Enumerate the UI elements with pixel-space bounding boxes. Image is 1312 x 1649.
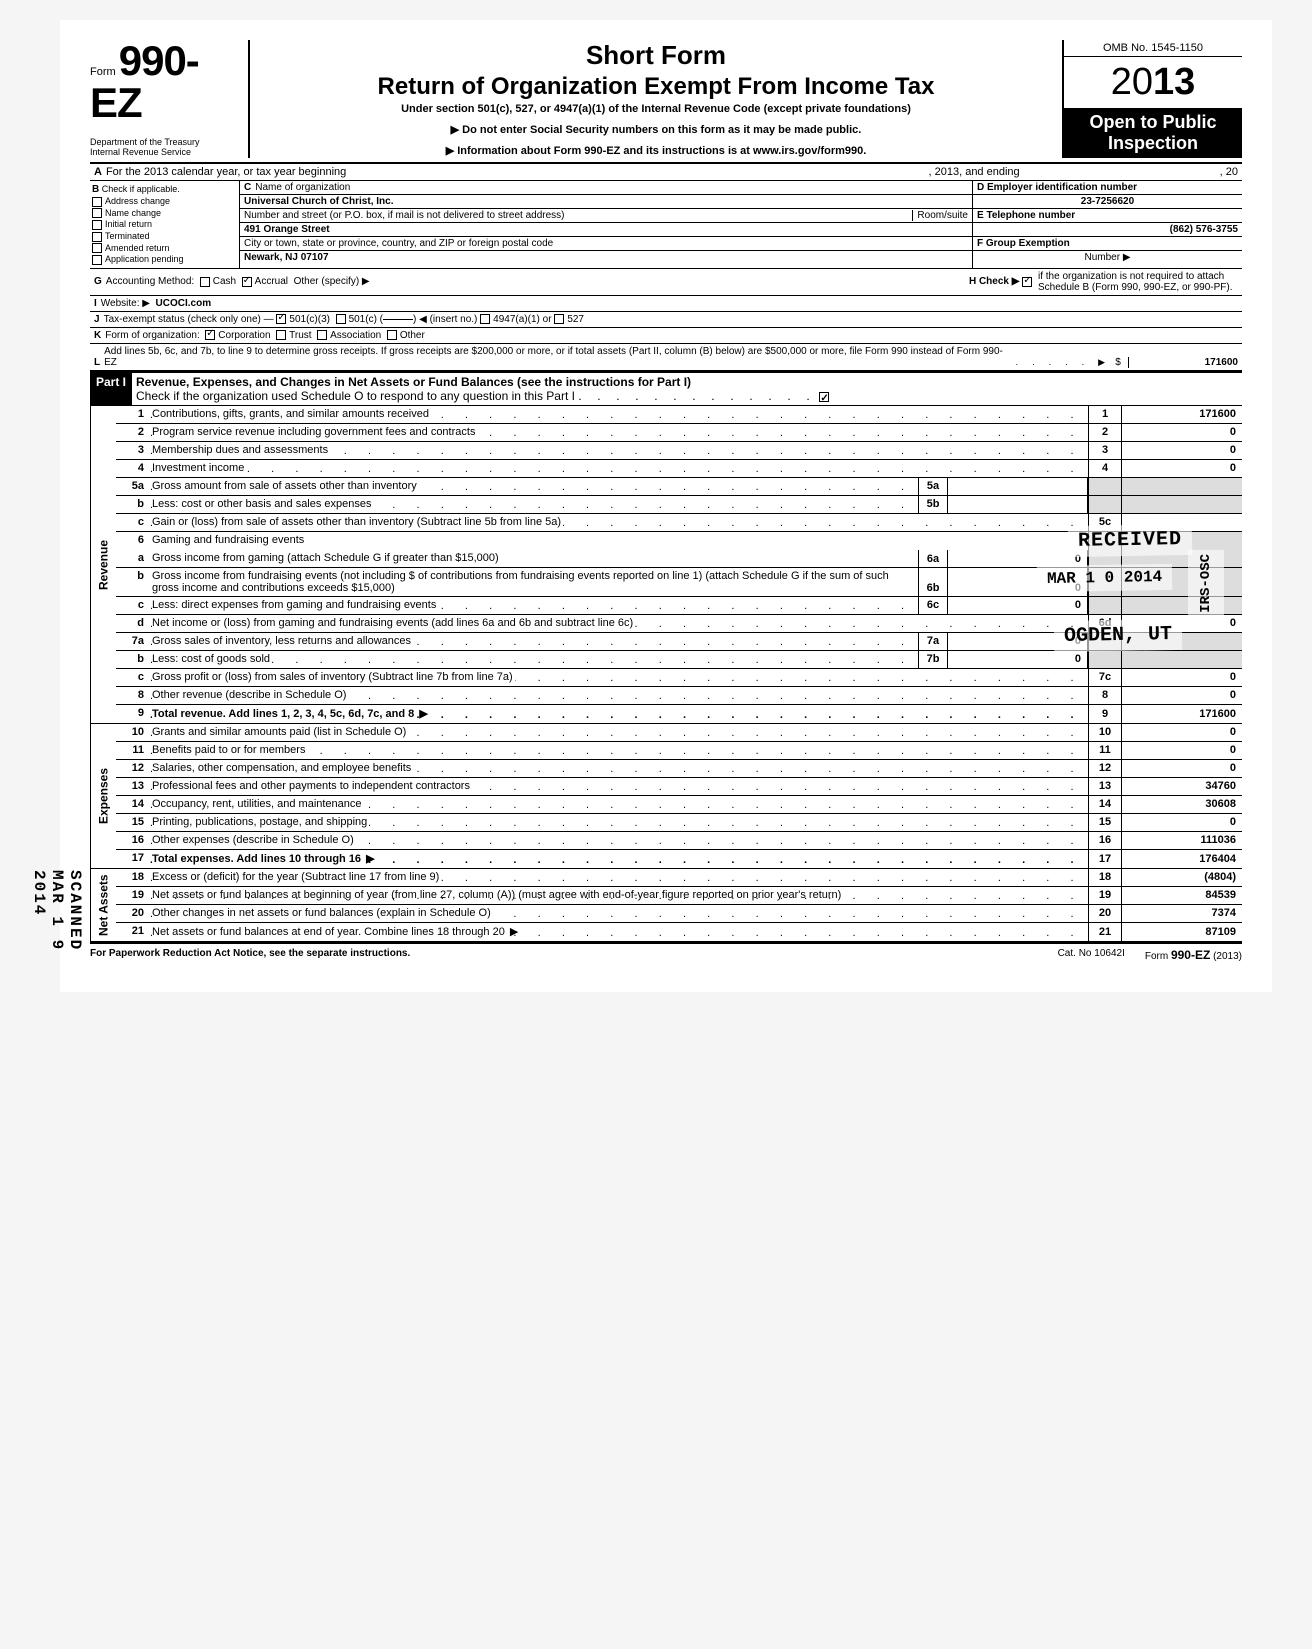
row-g-h: G Accounting Method: Cash Accrual Other … [90,269,1242,296]
ein-label: D Employer identification number [977,182,1137,193]
stamp-scanned: SCANNED MAR 1 9 2014 [30,870,84,992]
line-21: 21 Net assets or fund balances at end of… [116,923,1242,941]
title-short-form: Short Form [260,40,1052,71]
line-6c: c Less: direct expenses from gaming and … [116,597,1242,615]
chk-4947[interactable] [480,314,490,324]
open-public: Open to Public Inspection [1064,108,1242,158]
line-2: 2 Program service revenue including gove… [116,424,1242,442]
line-17: 17 Total expenses. Add lines 10 through … [116,850,1242,868]
netassets-section: Net Assets 18 Excess or (deficit) for th… [90,869,1242,943]
chk-corp[interactable] [205,330,215,340]
line-3: 3 Membership dues and assessments. . . .… [116,442,1242,460]
omb-number: OMB No. 1545-1150 [1064,40,1242,57]
chk-501c3[interactable] [276,314,286,324]
part1-header: Part I Revenue, Expenses, and Changes in… [90,371,1242,406]
chk-accrual[interactable] [242,277,252,287]
org-name: Universal Church of Christ, Inc. [240,195,972,209]
chk-cash[interactable] [200,277,210,287]
phone-value: (862) 576-3755 [973,223,1242,237]
row-l: L Add lines 5b, 6c, and 7b, to line 9 to… [90,344,1242,371]
line-5b: b Less: cost or other basis and sales ex… [116,496,1242,514]
chk-pending[interactable]: Application pending [92,254,237,265]
chk-527[interactable] [554,314,564,324]
netassets-label: Net Assets [90,869,116,941]
line-13: 13 Professional fees and other payments … [116,778,1242,796]
chk-address[interactable]: Address change [92,196,237,207]
line-14: 14 Occupancy, rent, utilities, and maint… [116,796,1242,814]
row-a: A For the 2013 calendar year, or tax yea… [90,164,1242,181]
line-8: 8 Other revenue (describe in Schedule O)… [116,687,1242,705]
chk-trust[interactable] [276,330,286,340]
note-ssn: ▶ Do not enter Social Security numbers o… [260,123,1052,136]
col-b-checks: B Check if applicable. Address change Na… [90,181,240,268]
row-j: J Tax-exempt status (check only one) — 5… [90,312,1242,328]
chk-name[interactable]: Name change [92,208,237,219]
form-page: RECEIVED MAR 1 0 2014 OGDEN, UT IRS-OSC … [60,20,1272,992]
form-number: 990-EZ [90,37,199,126]
line-7c: c Gross profit or (loss) from sales of i… [116,669,1242,687]
stamp-date: MAR 1 0 2014 [1037,564,1173,592]
line-4: 4 Investment income. . . . . . . . . . .… [116,460,1242,478]
expenses-section: Expenses 10 Grants and similar amounts p… [90,724,1242,869]
website: UCOCI.com [156,298,212,309]
org-street: 491 Orange Street [240,223,972,237]
org-city: Newark, NJ 07107 [240,251,972,264]
note-info: ▶ Information about Form 990-EZ and its … [260,144,1052,157]
line-10: 10 Grants and similar amounts paid (list… [116,724,1242,742]
revenue-label: Revenue [90,406,116,723]
chk-501c[interactable] [336,314,346,324]
line-12: 12 Salaries, other compensation, and emp… [116,760,1242,778]
chk-assoc[interactable] [317,330,327,340]
subtitle: Under section 501(c), 527, or 4947(a)(1)… [260,103,1052,115]
chk-amended[interactable]: Amended return [92,243,237,254]
stamp-irs-osc: IRS-OSC [1188,550,1224,617]
row-k: K Form of organization: Corporation Trus… [90,328,1242,344]
line-1: 1 Contributions, gifts, grants, and simi… [116,406,1242,424]
line-9: 9 Total revenue. Add lines 1, 2, 3, 4, 5… [116,705,1242,723]
expenses-label: Expenses [90,724,116,868]
line-16: 16 Other expenses (describe in Schedule … [116,832,1242,850]
page-footer: For Paperwork Reduction Act Notice, see … [90,943,1242,962]
ein-value: 23-7256620 [973,195,1242,209]
row-i: I Website: ▶ UCOCI.com [90,296,1242,312]
tax-year: 2013 [1064,57,1242,108]
form-header: Form 990-EZ Department of the Treasury I… [90,40,1242,164]
line-18: 18 Excess or (deficit) for the year (Sub… [116,869,1242,887]
line-19: 19 Net assets or fund balances at beginn… [116,887,1242,905]
chk-h[interactable] [1022,277,1032,287]
line-11: 11 Benefits paid to or for members. . . … [116,742,1242,760]
chk-sched-o[interactable] [819,392,829,402]
line-5a: 5a Gross amount from sale of assets othe… [116,478,1242,496]
dept-irs: Internal Revenue Service [90,148,242,158]
gross-receipts: 171600 [1128,357,1238,368]
chk-terminated[interactable]: Terminated [92,231,237,242]
chk-initial[interactable]: Initial return [92,219,237,230]
phone-label: E Telephone number [977,210,1075,221]
line-7b: b Less: cost of goods sold. . . . . . . … [116,651,1242,669]
title-return: Return of Organization Exempt From Incom… [260,73,1052,101]
line-6: 6 Gaming and fundraising events [116,532,1242,550]
line-20: 20 Other changes in net assets or fund b… [116,905,1242,923]
entity-block: B Check if applicable. Address change Na… [90,181,1242,269]
line-15: 15 Printing, publications, postage, and … [116,814,1242,832]
line-6d: d Net income or (loss) from gaming and f… [116,615,1242,633]
form-prefix: Form [90,66,116,78]
chk-other[interactable] [387,330,397,340]
line-5c: c Gain or (loss) from sale of assets oth… [116,514,1242,532]
